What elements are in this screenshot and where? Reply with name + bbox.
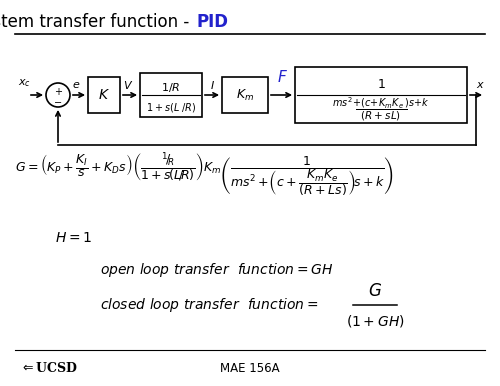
Text: $K_m$: $K_m$ [236,88,254,103]
Text: −: − [54,98,62,108]
Text: $K$: $K$ [98,88,110,102]
Text: $F$: $F$ [276,69,287,85]
Text: $1$: $1$ [376,78,386,91]
Text: System transfer function -: System transfer function - [0,13,195,31]
FancyBboxPatch shape [295,67,467,123]
Text: $G = \left(K_P + \dfrac{K_I}{s} + K_D s\right)\left(\dfrac{\,^1\!/\!_R}{1+s\!\le: $G = \left(K_P + \dfrac{K_I}{s} + K_D s\… [15,151,394,199]
Text: $x$: $x$ [476,80,484,90]
Text: +: + [54,87,62,97]
Text: PID: PID [197,13,229,31]
Text: $open\ loop\ transfer\ \ function = GH$: $open\ loop\ transfer\ \ function = GH$ [100,261,334,279]
Text: $(1+GH)$: $(1+GH)$ [346,313,405,329]
Text: $closed\ loop\ transfer\ \ function = $: $closed\ loop\ transfer\ \ function = $ [100,296,318,314]
FancyBboxPatch shape [88,77,120,113]
Text: $\overline{\;\;(R+sL)\;\;}$: $\overline{\;\;(R+sL)\;\;}$ [355,107,407,123]
Text: MAE 156A: MAE 156A [220,362,280,374]
Text: $G$: $G$ [368,283,382,300]
FancyBboxPatch shape [222,77,268,113]
Text: $x_c$: $x_c$ [18,77,31,89]
Text: $H = 1$: $H = 1$ [55,231,92,245]
Text: $I$: $I$ [210,79,214,91]
Text: $1+s(L\ /R)$: $1+s(L\ /R)$ [146,100,196,113]
Text: $e$: $e$ [72,80,80,90]
Text: $ms^2\!+\!(c\!+\!K_m K_e\,)s\!+\!k$: $ms^2\!+\!(c\!+\!K_m K_e\,)s\!+\!k$ [332,95,430,111]
FancyBboxPatch shape [140,73,202,117]
Text: $V$: $V$ [123,79,133,91]
Text: $\Leftarrow$UCSD: $\Leftarrow$UCSD [20,361,78,375]
Text: $1/R$: $1/R$ [162,81,180,93]
